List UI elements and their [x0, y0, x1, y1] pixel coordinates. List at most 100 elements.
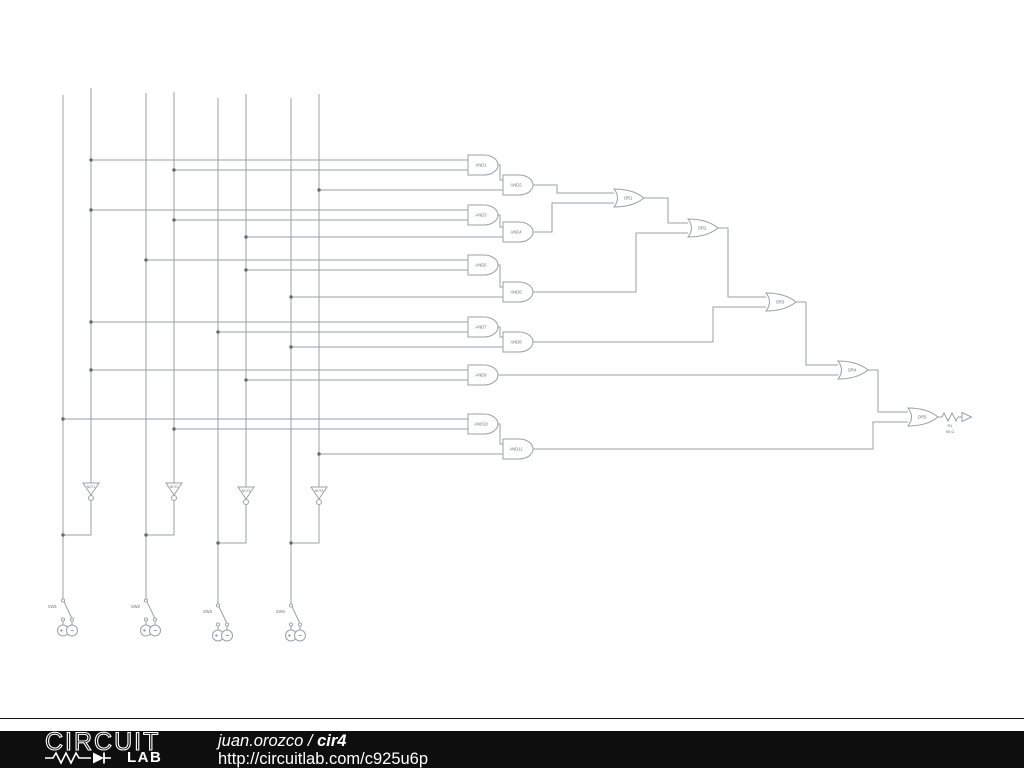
gate-label: AND11: [509, 447, 523, 452]
gate-label: OR2: [698, 226, 707, 231]
wire: [498, 326, 503, 338]
gate-label: AND4: [510, 230, 522, 235]
gate-label: NOT3: [242, 489, 251, 493]
gate-label: OR4: [848, 368, 857, 373]
wire: [533, 184, 614, 194]
spdt-switch-SW1[interactable]: SW1: [48, 598, 78, 637]
wire: [498, 264, 503, 288]
junction-dot: [317, 452, 321, 456]
circuit-url[interactable]: http://circuitlab.com/c925u6p: [218, 750, 429, 768]
switch-label: SW3: [203, 609, 213, 614]
junction-dot: [289, 345, 293, 349]
junction-dot: [244, 268, 248, 272]
gate-label: AND8: [510, 340, 522, 345]
junction-dot: [144, 533, 148, 537]
gate-label: AND2: [510, 183, 522, 188]
and-gate-AND11[interactable]: AND11: [502, 438, 534, 460]
circuit-title: cir4: [317, 732, 347, 750]
inverter-bubble: [171, 495, 177, 501]
wire: [718, 227, 766, 298]
switch-label: SW2: [131, 604, 141, 609]
and-gate-AND1[interactable]: AND1: [467, 154, 499, 176]
logo-word-lab: LAB: [127, 749, 163, 766]
wire: [498, 214, 503, 228]
wire: [498, 164, 503, 181]
and-gate-AND3[interactable]: AND3: [467, 204, 499, 226]
junction-dot: [61, 533, 65, 537]
switch-lever[interactable]: [146, 601, 155, 618]
and-gate-AND9[interactable]: AND9: [467, 364, 499, 386]
wire: [291, 505, 320, 544]
wire: [218, 505, 247, 544]
junction-dot: [144, 258, 148, 262]
or-gate-OR2[interactable]: OR2: [686, 218, 719, 238]
junction-dot: [317, 188, 321, 192]
wire: [498, 423, 503, 445]
and-gate-AND6[interactable]: AND6: [502, 281, 534, 303]
not-gate-NOT4[interactable]: NOT4: [310, 486, 328, 505]
wire: [533, 421, 908, 450]
gate-label: AND6: [510, 290, 522, 295]
and-gate-AND4[interactable]: AND4: [502, 221, 534, 243]
junction-dot: [89, 320, 93, 324]
junction-dot: [216, 330, 220, 334]
switch-label: SW1: [48, 604, 58, 609]
and-gate-AND5[interactable]: AND5: [467, 254, 499, 276]
not-gate-NOT1[interactable]: NOT1: [82, 482, 100, 501]
and-gate-AND8[interactable]: AND8: [502, 331, 534, 353]
not-gate-NOT2[interactable]: NOT2: [165, 482, 183, 501]
junction-dot: [289, 295, 293, 299]
junction-dot: [216, 541, 220, 545]
junction-dot: [89, 208, 93, 212]
junction-dot: [172, 427, 176, 431]
wire: [868, 369, 908, 413]
or-gate-OR1[interactable]: OR1: [612, 188, 645, 208]
footer-divider: [0, 718, 1024, 720]
switch-lever[interactable]: [63, 601, 72, 618]
gate-label: NOT2: [170, 485, 179, 489]
gate-label: NOT4: [315, 489, 324, 493]
wire: [796, 301, 838, 366]
gate-label: OR5: [918, 415, 927, 420]
spdt-switch-SW3[interactable]: SW3: [203, 603, 233, 642]
spdt-switch-SW4[interactable]: SW4: [276, 603, 306, 642]
inverter-bubble: [88, 495, 94, 501]
and-gate-AND7[interactable]: AND7: [467, 316, 499, 338]
and-gate-AND2[interactable]: AND2: [502, 174, 534, 196]
logo-resistor-diode-icon: [45, 751, 111, 765]
circuitlab-logo: CIRCUIT LAB: [44, 728, 185, 766]
output-terminal-icon[interactable]: [961, 411, 973, 423]
resistor-zigzag: [941, 411, 959, 423]
gate-label: NOT1: [87, 485, 96, 489]
junction-dot: [172, 168, 176, 172]
wire: [644, 197, 688, 224]
gate-label: AND7: [475, 325, 487, 330]
resistor-ref-label: R1: [947, 423, 953, 428]
junction-dot: [61, 417, 65, 421]
footer-bar: CIRCUIT LAB juan.orozco / cir4 http://ci…: [0, 728, 1024, 768]
junction-dot: [89, 368, 93, 372]
author-name: juan.orozco: [218, 732, 304, 750]
spdt-switch-SW2[interactable]: SW2: [131, 598, 161, 637]
and-gate-AND10[interactable]: AND10: [467, 413, 499, 435]
not-gate-NOT3[interactable]: NOT3: [237, 486, 255, 505]
gate-label: AND1: [475, 163, 487, 168]
gate-label: AND9: [475, 373, 487, 378]
logo-word-circuit: CIRCUIT: [44, 728, 161, 756]
switch-lever[interactable]: [291, 606, 300, 623]
or-gate-OR5[interactable]: OR5: [906, 407, 939, 427]
switch-lever[interactable]: [218, 606, 227, 623]
or-gate-OR4[interactable]: OR4: [836, 360, 869, 380]
wire: [63, 501, 92, 536]
wire: [146, 501, 175, 536]
junction-dot: [289, 541, 293, 545]
author-title-line: juan.orozco / cir4: [218, 733, 428, 750]
wire: [533, 202, 614, 233]
inverter-bubble: [243, 499, 249, 505]
or-gate-OR3[interactable]: OR3: [764, 292, 797, 312]
switch-label: SW4: [276, 609, 286, 614]
wire: [533, 232, 688, 293]
